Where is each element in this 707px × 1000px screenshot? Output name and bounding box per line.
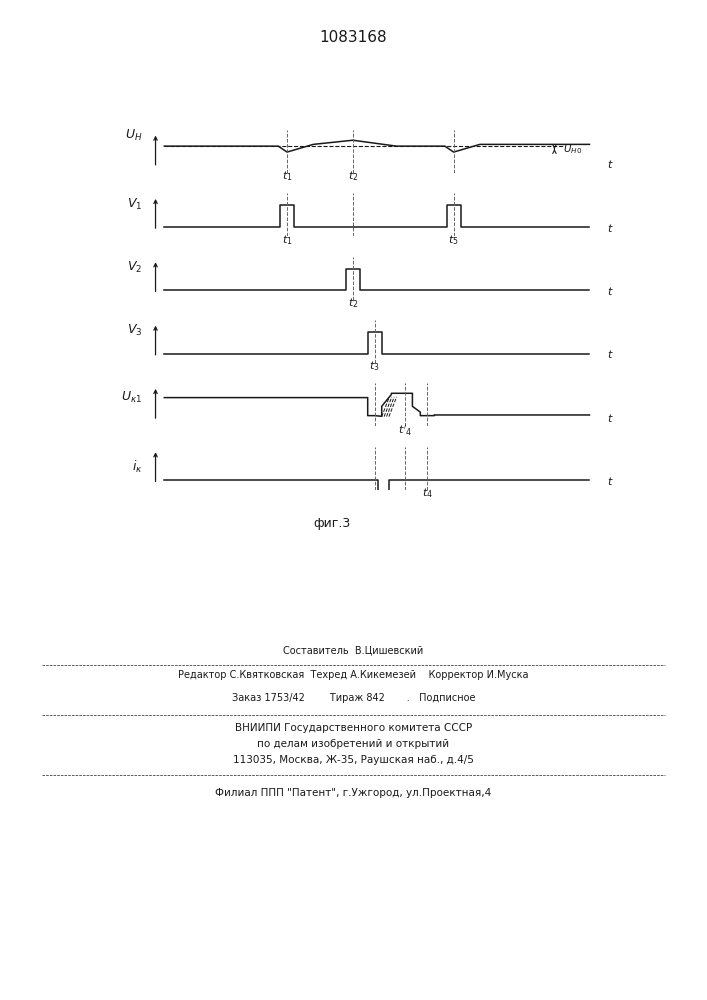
Text: фиг.3: фиг.3 [314, 518, 351, 530]
Text: $U_H$: $U_H$ [125, 128, 142, 143]
Text: $t$: $t$ [607, 222, 614, 234]
Text: $t_3$: $t_3$ [369, 360, 380, 373]
Text: $U_{H0}$: $U_{H0}$ [563, 142, 583, 156]
Text: $t$: $t$ [607, 158, 614, 170]
Text: $t_1$: $t_1$ [282, 233, 292, 247]
Text: $t_5$: $t_5$ [448, 233, 459, 247]
Text: $t_2$: $t_2$ [348, 296, 358, 310]
Text: $V_1$: $V_1$ [127, 197, 142, 212]
Text: $t_2$: $t_2$ [348, 170, 358, 183]
Text: ВНИИПИ Государственного комитета СССР: ВНИИПИ Государственного комитета СССР [235, 723, 472, 733]
Text: $i_\kappa$: $i_\kappa$ [132, 459, 142, 475]
Text: по делам изобретений и открытий: по делам изобретений и открытий [257, 739, 450, 749]
Text: $t$: $t$ [607, 285, 614, 297]
Text: Филиал ППП "Патент", г.Ужгород, ул.Проектная,4: Филиал ППП "Патент", г.Ужгород, ул.Проек… [216, 788, 491, 798]
Text: $V_2$: $V_2$ [127, 260, 142, 275]
Text: $t$: $t$ [607, 348, 614, 360]
Text: Заказ 1753/42        Тираж 842       .   Подписное: Заказ 1753/42 Тираж 842 . Подписное [232, 693, 475, 703]
Text: $V_3$: $V_3$ [127, 323, 142, 338]
Text: $t_4$: $t_4$ [422, 486, 433, 500]
Text: $t'_4$: $t'_4$ [398, 423, 412, 438]
Text: $t$: $t$ [607, 475, 614, 487]
Text: $U_{\kappa 1}$: $U_{\kappa 1}$ [122, 390, 142, 405]
Text: $t$: $t$ [607, 412, 614, 424]
Text: 113035, Москва, Ж-35, Раушская наб., д.4/5: 113035, Москва, Ж-35, Раушская наб., д.4… [233, 755, 474, 765]
Text: $t_1$: $t_1$ [282, 170, 292, 183]
Text: 1083168: 1083168 [320, 29, 387, 44]
Text: Редактор С.Квятковская  Техред А.Кикемезей    Корректор И.Муска: Редактор С.Квятковская Техред А.Кикемезе… [178, 670, 529, 680]
Text: Составитель  В.Цишевский: Составитель В.Цишевский [284, 645, 423, 655]
